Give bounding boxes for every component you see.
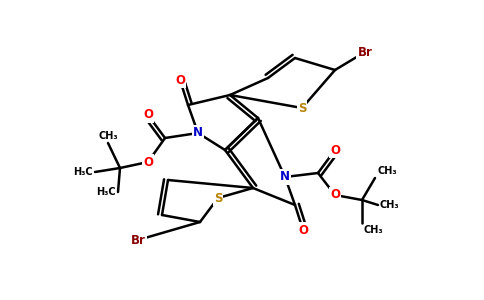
Text: CH₃: CH₃ [364,225,384,235]
Text: H₃C: H₃C [74,167,93,177]
Text: N: N [280,170,290,184]
Text: CH₃: CH₃ [380,200,400,210]
Text: O: O [330,143,340,157]
Text: H₃C: H₃C [96,187,116,197]
Text: O: O [175,74,185,86]
Text: S: S [298,101,306,115]
Text: Br: Br [358,46,372,59]
Text: CH₃: CH₃ [377,166,396,176]
Text: O: O [330,188,340,202]
Text: N: N [193,127,203,140]
Text: Br: Br [131,233,145,247]
Text: CH₃: CH₃ [98,131,118,141]
Text: O: O [143,155,153,169]
Text: O: O [143,109,153,122]
Text: O: O [298,224,308,236]
Text: S: S [214,191,222,205]
